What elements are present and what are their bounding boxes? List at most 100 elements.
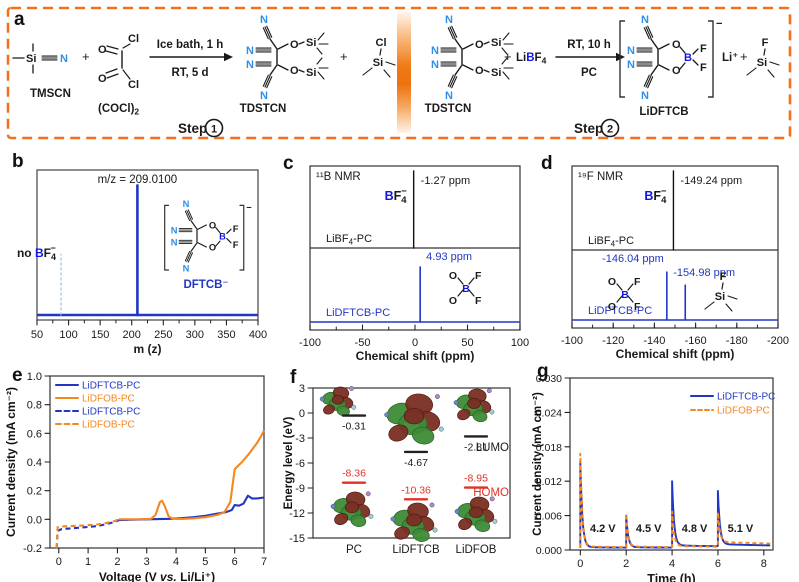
x-tick-label: 50: [31, 329, 43, 341]
step2-circle: [600, 118, 620, 138]
fluorine-atom: F: [634, 276, 641, 288]
oxygen-atom: O: [672, 39, 681, 51]
line-shape: [269, 64, 278, 76]
fsi-inset: F Si: [704, 271, 738, 312]
boron-atom: B: [219, 231, 226, 241]
line-shape: [627, 283, 634, 291]
oxalyl-chloride-structure: O Cl O Cl: [98, 33, 139, 91]
line-shape: [616, 295, 623, 303]
ellipse-shape: [457, 408, 471, 421]
legend-label: LiDFTCB-PC: [82, 407, 140, 418]
bf2o2-inset: O FBO F: [608, 276, 641, 313]
panel-label-g: g: [537, 361, 549, 382]
tspan-shape: F: [44, 246, 51, 260]
tspan-shape: F: [394, 189, 402, 203]
dftcb-inset-label: DFTCB⁻: [183, 279, 228, 291]
silicon-atom: Si: [26, 53, 36, 65]
line-shape: [468, 277, 475, 285]
tspan-shape: Voltage (V: [99, 570, 160, 582]
y-tick-label: 1.0: [27, 371, 42, 383]
x-axis-title: m (z): [134, 342, 162, 356]
line-shape: [483, 69, 490, 73]
line-shape: [226, 237, 232, 244]
sample-label: LiBF4-PC: [588, 235, 634, 249]
line-shape: [215, 226, 221, 234]
silicon-atom: Si: [373, 57, 383, 69]
x-tick-label: 100: [511, 337, 529, 349]
line-shape: [692, 59, 699, 66]
path-shape: [164, 204, 169, 271]
circle-shape: [368, 513, 374, 519]
pc-lumo-orbital: [319, 386, 357, 417]
line-shape: [190, 242, 198, 252]
lsv-voltage-chart: -0.2 0.0 0.2 0.4 0.6 0.8 1.0 0 1 2 3 4 5 6 7 LiDFTCB-PC…: [4, 371, 267, 582]
line-shape: [647, 76, 654, 89]
x-tick-label: 50: [461, 337, 473, 349]
line-shape: [197, 224, 207, 230]
line-shape: [105, 68, 118, 74]
oxygen-atom: O: [475, 39, 484, 51]
y-axis-title: Current density (mA cm⁻²): [4, 387, 18, 537]
line-shape: [451, 25, 458, 38]
oxygen-atom: O: [209, 242, 216, 252]
lidftcb-label: LiDFTCB: [639, 106, 688, 118]
tspan-shape: −: [50, 243, 55, 253]
nitrogen-atom: N: [183, 199, 190, 209]
step1-number: 1: [211, 124, 217, 136]
tspan-shape: Li: [516, 52, 526, 64]
x-tick-label: 0: [577, 558, 583, 570]
panel-label-f: f: [290, 367, 297, 388]
line-shape: [501, 47, 508, 55]
sample-label: LiDFTCB-PC: [588, 305, 652, 317]
y-tick-label: 0: [299, 408, 305, 420]
oxygen-atom: O: [475, 65, 484, 77]
ellipse-shape: [403, 407, 425, 425]
bf4-species-label: BF4−: [644, 186, 667, 206]
tspan-shape: 2: [134, 107, 139, 117]
bottom-peak-label: 4.93 ppm: [426, 251, 472, 263]
panel-label-c: c: [283, 153, 294, 174]
nitrogen-atom: N: [260, 14, 268, 26]
line-shape: [763, 48, 766, 56]
line-shape: [184, 251, 191, 262]
nitrogen-atom: N: [260, 90, 268, 102]
line-shape: [187, 209, 193, 220]
path-shape: [708, 20, 714, 98]
x-tick-label: 7: [261, 556, 267, 568]
ellipse-shape: [406, 513, 422, 527]
line-shape: [647, 25, 654, 38]
ellipse-shape: [474, 519, 491, 533]
line-shape: [266, 76, 273, 89]
bf2o2-inset: O FBO F: [449, 270, 482, 307]
pc-homo-orbital: [330, 491, 374, 528]
nitrogen-atom: N: [445, 90, 453, 102]
y-tick-label: 0.030: [536, 373, 562, 385]
line-shape: [277, 64, 289, 71]
reaction-conditions: RT, 5 d: [171, 67, 208, 79]
tspan-shape: 4: [611, 240, 616, 249]
line-shape: [122, 69, 131, 80]
ellipse-shape: [323, 404, 335, 415]
line-shape: [454, 38, 463, 50]
legend-label: LiDFOB-PC: [82, 394, 135, 405]
line-shape: [692, 48, 699, 55]
series-lidftcb-pc-solid: [118, 494, 265, 522]
line-shape: [262, 74, 269, 87]
fluorine-nmr-chart: ¹⁹F NMR -149.24 ppmBF4−LiBF4-PCLiDFTCB-PC…: [561, 165, 789, 361]
nitrogen-atom: N: [445, 14, 453, 26]
line-shape: [645, 26, 652, 39]
nitrogen-atom: N: [431, 45, 439, 57]
lidftcb-lumo-orbital: [384, 393, 444, 445]
tmscn-structure: Si N: [12, 43, 68, 74]
boron-atom: B: [684, 52, 692, 64]
oxalyl-chloride-label: (COCl)2: [98, 103, 139, 117]
circle-shape: [429, 502, 435, 508]
nitrogen-atom: N: [60, 53, 68, 65]
leakage-current-chart: 0.000 0.006 0.012 0.018 0.024 0.030 0 2 4 6 8 4.2 V…: [532, 373, 775, 582]
tdstcn-label: TDSTCN: [425, 103, 472, 115]
y-tick-label: 0.2: [27, 486, 42, 498]
line-shape: [317, 71, 325, 80]
fluorine-atom: F: [700, 62, 707, 74]
voltage-step-label: 4.8 V: [682, 523, 708, 535]
